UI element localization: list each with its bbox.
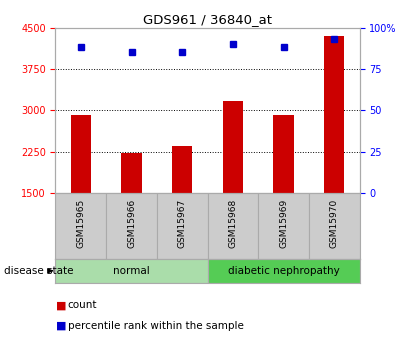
Text: diabetic nephropathy: diabetic nephropathy bbox=[228, 266, 339, 276]
Bar bbox=[208, 259, 360, 283]
Text: disease state: disease state bbox=[4, 266, 74, 276]
Bar bbox=[71, 115, 91, 193]
Bar bbox=[121, 154, 142, 193]
Text: GSM15968: GSM15968 bbox=[229, 198, 238, 248]
Bar bbox=[157, 193, 208, 259]
Title: GDS961 / 36840_at: GDS961 / 36840_at bbox=[143, 13, 272, 27]
Text: ■: ■ bbox=[55, 300, 66, 310]
Bar bbox=[172, 146, 192, 193]
Text: percentile rank within the sample: percentile rank within the sample bbox=[68, 321, 244, 331]
Text: GSM15966: GSM15966 bbox=[127, 198, 136, 248]
Bar bbox=[106, 193, 157, 259]
Bar bbox=[273, 115, 294, 193]
Bar bbox=[55, 259, 208, 283]
Text: normal: normal bbox=[113, 266, 150, 276]
Text: GSM15967: GSM15967 bbox=[178, 198, 187, 248]
Bar bbox=[309, 193, 360, 259]
Bar bbox=[55, 193, 106, 259]
Text: GSM15969: GSM15969 bbox=[279, 198, 288, 248]
Bar bbox=[223, 101, 243, 193]
Bar bbox=[208, 193, 258, 259]
Text: GSM15970: GSM15970 bbox=[330, 198, 339, 248]
Text: GSM15965: GSM15965 bbox=[76, 198, 85, 248]
Text: ■: ■ bbox=[55, 321, 66, 331]
Bar bbox=[258, 193, 309, 259]
Text: count: count bbox=[68, 300, 97, 310]
Bar bbox=[324, 36, 344, 193]
